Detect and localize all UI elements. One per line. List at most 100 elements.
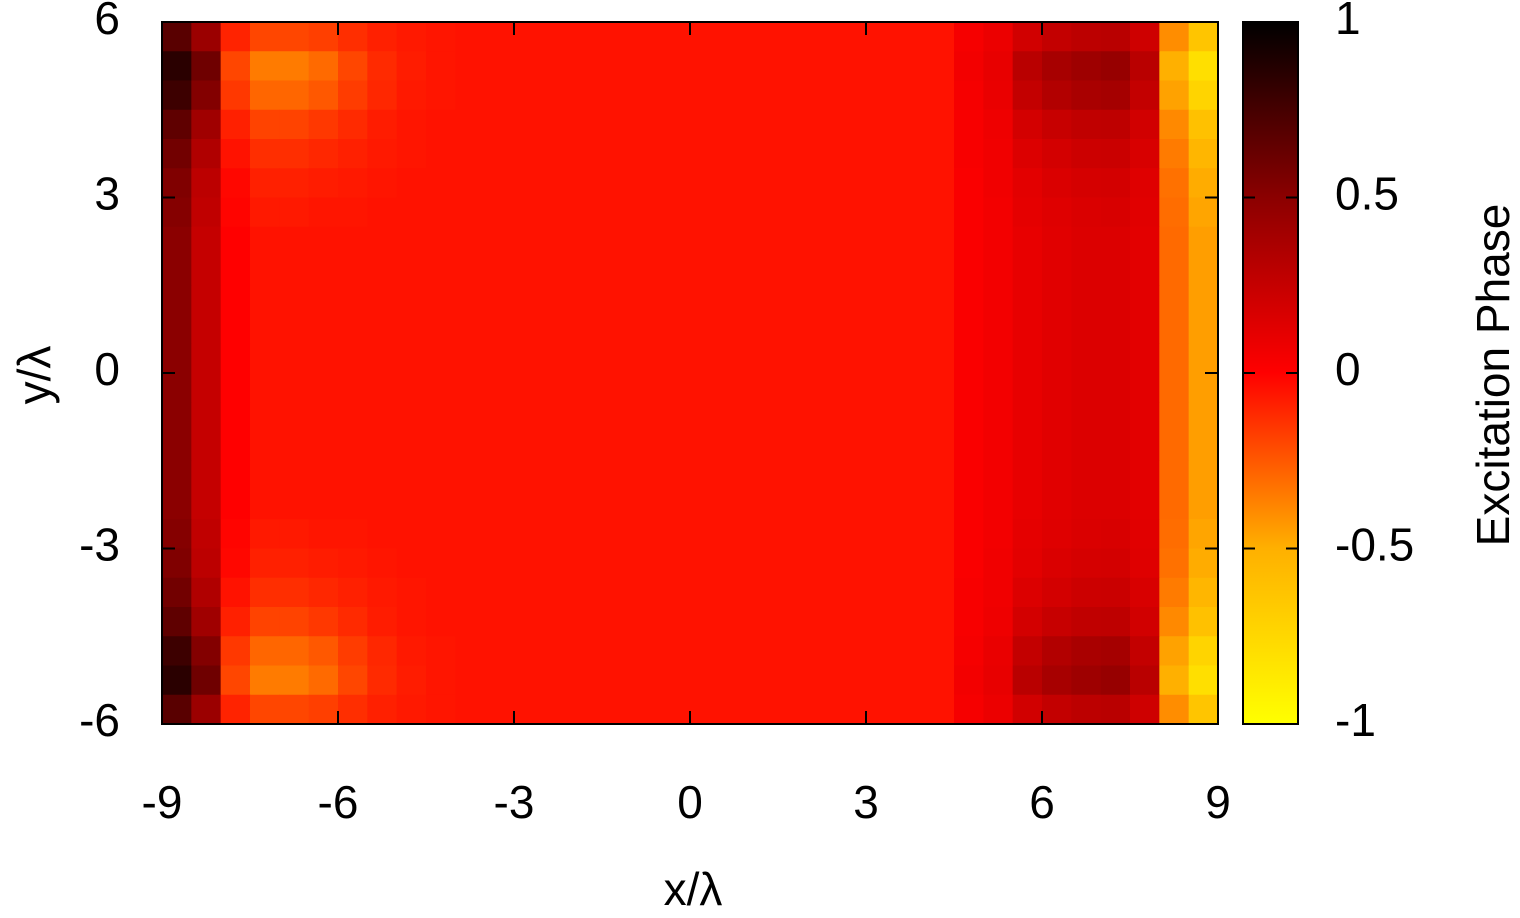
heat-cell	[778, 197, 808, 228]
heat-cell	[455, 548, 486, 579]
heat-cell	[778, 519, 808, 549]
heat-cell	[1012, 577, 1043, 608]
heat-cell	[924, 51, 955, 81]
heat-cell	[308, 490, 339, 520]
heat-cell	[748, 694, 779, 725]
heat-cell	[866, 256, 896, 286]
heat-cell	[660, 460, 691, 491]
heat-cell	[895, 22, 926, 52]
heat-cell	[954, 285, 984, 315]
heat-cell	[1042, 22, 1072, 52]
heat-cell	[748, 665, 779, 696]
heat-cell	[807, 490, 838, 520]
heat-cell	[1012, 22, 1043, 52]
heat-cell	[719, 343, 750, 374]
y-tick-label: 6	[94, 0, 120, 44]
heat-cell	[866, 226, 896, 257]
heat-cell	[866, 460, 896, 491]
heat-cell	[455, 168, 486, 198]
heat-cell	[1042, 665, 1072, 696]
heat-cell	[1130, 665, 1160, 696]
heat-cell	[954, 139, 984, 169]
heat-cell	[250, 665, 280, 696]
heat-cell	[836, 109, 867, 140]
heat-cell	[162, 577, 192, 608]
heat-cell	[866, 80, 896, 111]
heat-cell	[514, 197, 544, 228]
heat-cell	[1159, 607, 1190, 637]
x-tick-label: -9	[142, 776, 183, 828]
heat-cell	[866, 139, 896, 169]
heat-cell	[807, 139, 838, 169]
heat-cell	[426, 548, 456, 579]
x-tick-label: -3	[494, 776, 535, 828]
heat-cell	[924, 285, 955, 315]
colorbar-tick-label: -1	[1335, 694, 1376, 746]
heat-cell	[778, 168, 808, 198]
heat-cell	[1130, 402, 1160, 432]
heat-cell	[220, 548, 251, 579]
heat-cell	[396, 460, 427, 491]
heat-cell	[1012, 197, 1043, 228]
y-tick-label: 0	[94, 343, 120, 395]
heat-cell	[308, 139, 339, 169]
heat-cell	[602, 402, 632, 432]
heat-cell	[543, 548, 574, 579]
heat-cell	[1188, 460, 1219, 491]
heat-cell	[748, 607, 779, 637]
heat-cell	[1100, 373, 1131, 403]
heat-cell	[162, 314, 192, 345]
heat-cell	[250, 197, 280, 228]
heat-cell	[1071, 519, 1102, 549]
heat-cell	[484, 373, 515, 403]
heat-cell	[690, 343, 720, 374]
heat-cell	[367, 373, 398, 403]
heat-cell	[1130, 519, 1160, 549]
heat-cell	[983, 665, 1014, 696]
heat-cell	[514, 139, 544, 169]
heat-cell	[250, 431, 280, 462]
heat-cell	[279, 80, 310, 111]
heat-cell	[514, 168, 544, 198]
heat-cell	[279, 519, 310, 549]
heat-cell	[1100, 548, 1131, 579]
heat-cell	[719, 373, 750, 403]
heat-cell	[250, 694, 280, 725]
heat-cell	[191, 490, 222, 520]
heat-cell	[396, 694, 427, 725]
heat-cell	[807, 197, 838, 228]
heat-cell	[1188, 197, 1219, 228]
heat-cell	[279, 665, 310, 696]
heat-cell	[308, 168, 339, 198]
heat-cell	[572, 226, 603, 257]
heat-cell	[924, 577, 955, 608]
heat-cell	[279, 226, 310, 257]
heat-cell	[866, 51, 896, 81]
heat-cell	[1042, 373, 1072, 403]
heat-cell	[1130, 694, 1160, 725]
heat-cell	[1188, 139, 1219, 169]
heat-cell	[250, 490, 280, 520]
heat-cell	[543, 168, 574, 198]
heat-cell	[396, 80, 427, 111]
heat-cell	[1130, 460, 1160, 491]
heat-cell	[748, 577, 779, 608]
heat-cell	[924, 197, 955, 228]
colorbar-tick-label: -0.5	[1335, 519, 1414, 571]
heat-cell	[191, 226, 222, 257]
heat-cell	[250, 22, 280, 52]
heat-cell	[1188, 694, 1219, 725]
heat-cell	[807, 402, 838, 432]
heat-cell	[719, 256, 750, 286]
heat-cell	[895, 460, 926, 491]
heat-cell	[367, 139, 398, 169]
heat-cell	[338, 490, 368, 520]
heat-cell	[660, 197, 691, 228]
colorbar-tick-label: 0	[1335, 343, 1361, 395]
heat-cell	[602, 431, 632, 462]
heat-cell	[484, 343, 515, 374]
heat-cell	[220, 490, 251, 520]
heat-cell	[191, 577, 222, 608]
heat-cell	[396, 226, 427, 257]
heat-cell	[191, 519, 222, 549]
